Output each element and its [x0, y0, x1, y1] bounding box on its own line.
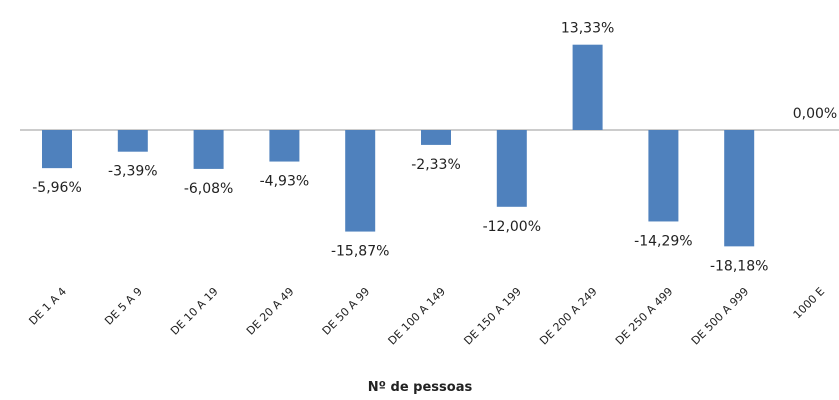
- value-label: 13,33%: [561, 21, 614, 37]
- value-label: -6,08%: [184, 181, 234, 197]
- bar: [648, 130, 679, 222]
- bar: [42, 130, 72, 169]
- bar: [421, 130, 451, 145]
- x-tick-label: DE 1 A 4: [26, 285, 69, 328]
- x-tick-label: DE 500 A 999: [689, 285, 752, 348]
- x-tick-label: 1000 E: [791, 285, 827, 321]
- x-tick-label: DE 250 A 499: [613, 285, 676, 348]
- x-axis-title: Nº de pessoas: [368, 380, 473, 395]
- value-label: -12,00%: [483, 219, 541, 235]
- value-label: -4,93%: [260, 174, 310, 190]
- x-tick-label: DE 10 A 19: [168, 285, 221, 338]
- value-label: 0,00%: [793, 106, 837, 122]
- bar: [117, 130, 148, 152]
- x-tick-label: DE 150 A 199: [461, 285, 524, 348]
- bar: [496, 130, 527, 207]
- value-label: -3,39%: [108, 164, 158, 180]
- x-tick-label: DE 5 A 9: [102, 285, 145, 328]
- x-tick-label: DE 50 A 99: [320, 285, 373, 338]
- bar: [193, 130, 224, 169]
- x-tick-label: DE 100 A 149: [386, 285, 449, 348]
- bar: [269, 130, 300, 162]
- value-label: -5,96%: [32, 180, 82, 196]
- x-tick-label: DE 20 A 49: [244, 285, 297, 338]
- value-label: -2,33%: [411, 157, 461, 173]
- bar: [572, 44, 603, 130]
- value-label: -18,18%: [710, 258, 768, 274]
- x-tick-label: DE 200 A 249: [537, 285, 600, 348]
- bar: [345, 130, 376, 232]
- value-label: -14,29%: [634, 233, 692, 249]
- value-label: -15,87%: [331, 244, 389, 260]
- bar: [724, 130, 755, 247]
